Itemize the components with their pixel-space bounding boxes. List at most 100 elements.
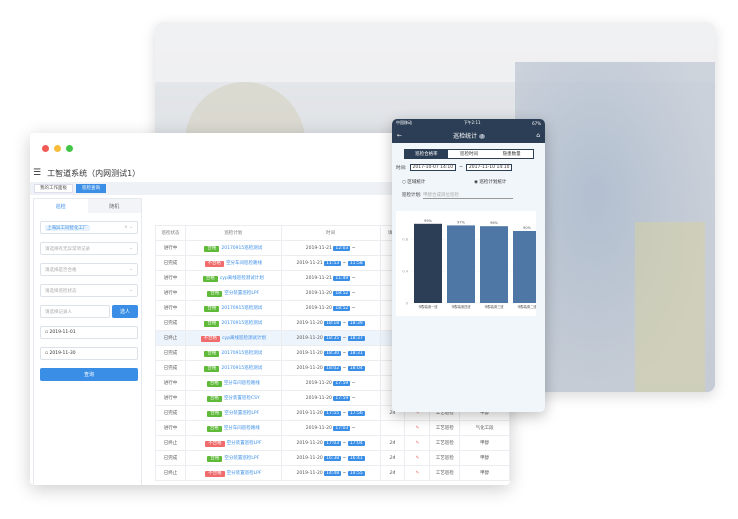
app-title: 工智道系统（内网测试1） <box>47 168 141 178</box>
tab-inspection[interactable]: 巡检 <box>34 199 88 213</box>
result-badge: 合格 <box>207 455 223 462</box>
time-cell: 2019-11-21 11:53 ~ 11:58 <box>280 255 381 271</box>
end-time: 18:04 <box>347 365 365 371</box>
edit-icon[interactable]: ✎ <box>404 435 431 451</box>
start-time: 18:02 <box>324 365 342 371</box>
edit-icon[interactable]: ✎ <box>404 450 431 466</box>
plan-link[interactable]: 20170915巡检测试 <box>221 245 263 251</box>
status-cell: 已完成 <box>155 360 186 376</box>
start-time: 18:35 <box>324 335 342 341</box>
start-time: 16:38 <box>324 455 342 461</box>
segment-hazards[interactable]: 隐患数量 <box>490 150 534 158</box>
radio-plan-stats[interactable]: ◉ 巡检计划统计 <box>474 180 507 185</box>
time-cell: 2019-11-20 16:38 ~ 16:41 <box>280 450 381 466</box>
result-badge: 合格 <box>204 305 220 312</box>
plan-cell: 合格 空分装置巡检CSY <box>184 390 282 406</box>
plan-cell: 合格 空分车间巡检路线 <box>184 420 282 436</box>
plan-link[interactable]: 空分装置巡检LPF <box>226 470 262 476</box>
table-row[interactable]: 已终止 不合格 空分装置巡检LPF 2019-11-20 17:03 ~ 17:0… <box>155 435 510 451</box>
end-time: 18:39 <box>347 320 365 326</box>
result-badge: 合格 <box>206 395 222 402</box>
edit-icon[interactable]: ✎ <box>404 420 431 436</box>
edit-icon[interactable]: ✎ <box>404 465 431 481</box>
plan-link[interactable]: 空分装置巡检LPF <box>224 455 260 461</box>
result-badge: 不合格 <box>200 335 221 342</box>
plan-link[interactable]: cyp离线巡检测试计划 <box>222 335 267 341</box>
start-time: 11:49 <box>333 275 351 281</box>
fill-cell: 24 <box>379 465 406 481</box>
tab-workbench[interactable]: 我的工作面板 <box>34 184 73 193</box>
abnormal-select[interactable]: 请选择有无异常项记录 ⌄ <box>40 242 138 255</box>
minimize-dot[interactable] <box>54 145 61 152</box>
end-date-input[interactable]: ▫ 2019-11-30 <box>40 347 138 360</box>
plan-link[interactable]: 空分车间巡检路线 <box>223 425 260 431</box>
table-row[interactable]: 已完成 合格 空分装置巡检LPF 2019-11-20 16:38 ~ 16:41… <box>155 450 510 466</box>
plan-link[interactable]: 空分装置巡检CSY <box>223 395 260 401</box>
mobile-title: 巡检统计 <box>453 132 478 140</box>
recorder-input[interactable]: 请选择记录人 <box>40 305 110 318</box>
mobile-screen: 中国移动 下午2:11 67% ← 巡检统计 ? ⌂ 巡检合格率 巡检时间 隐患数量 时… <box>392 119 545 412</box>
plan-link[interactable]: 空分装置巡检LPF <box>224 410 260 416</box>
status-cell: 进行中 <box>155 390 186 406</box>
result-badge: 合格 <box>202 275 218 282</box>
bar-value-label: 99% <box>424 219 432 223</box>
plan-cell: 不合格 空分装置巡检LPF <box>184 435 282 451</box>
table-row[interactable]: 进行中 合格 空分车间巡检路线 2019-11-20 17:03 ~ ✎ 工艺巡检… <box>155 420 510 436</box>
type-cell: 工艺巡检 <box>429 420 461 436</box>
plan-cell: 合格 空分装置巡检LPF <box>184 450 282 466</box>
result-badge: 不合格 <box>205 440 225 447</box>
start-time-input[interactable]: 2017-10-07 14:10 <box>409 164 457 171</box>
start-time: 12:03 <box>333 245 351 251</box>
bar[interactable] <box>414 223 442 303</box>
bar[interactable] <box>480 226 508 303</box>
time-cell: 2019-11-20 17:59 ~ <box>280 375 381 391</box>
plan-link[interactable]: 空分车间巡检路线 <box>226 260 263 266</box>
select-person-button[interactable]: 选人 <box>112 305 138 318</box>
plan-link[interactable]: 20170915巡检测试 <box>221 365 263 371</box>
status-select[interactable]: 请选择巡检状态 ⌄ <box>40 284 138 297</box>
status-cell: 已完成 <box>155 315 186 331</box>
plan-link[interactable]: cyp离线巡检测试计划 <box>219 275 264 281</box>
help-icon[interactable]: ? <box>479 133 486 139</box>
query-button[interactable]: 查询 <box>40 368 138 381</box>
unit-cell: 甲醇 <box>459 450 510 466</box>
plan-link[interactable]: 20170915巡检测试 <box>221 320 263 326</box>
plan-link[interactable]: 空分装置巡检LPF <box>226 440 262 446</box>
plan-link[interactable]: 20170915巡检测试 <box>221 305 263 311</box>
back-arrow-icon[interactable]: ← <box>397 131 403 139</box>
time-cell: 2019-11-21 12:03 ~ <box>280 240 381 256</box>
radio-area-stats[interactable]: ○ 区域统计 <box>402 180 426 185</box>
qualified-select[interactable]: 请选择是否合格 ⌄ <box>40 263 138 276</box>
time-cell: 2019-11-20 14:48 ~ 14:55 <box>280 465 381 481</box>
x-tick-label: 甲醇装置四班 <box>451 304 471 309</box>
maximize-dot[interactable] <box>66 145 73 152</box>
segment-pass-rate[interactable]: 巡检合格率 <box>405 150 448 158</box>
end-time: 18:31 <box>347 350 365 356</box>
menu-icon[interactable]: ☰ <box>33 168 42 178</box>
plan-input[interactable]: 甲醇合成岗位巡检 <box>422 192 513 199</box>
plan-link[interactable]: 20170915巡检测试 <box>221 350 263 356</box>
factory-select[interactable]: 上海异工同智化工厂 × ⌄ <box>40 221 138 234</box>
status-cell: 进行中 <box>155 420 186 436</box>
plan-cell: 不合格 cyp离线巡检测试计划 <box>184 330 282 346</box>
plan-link[interactable]: 空分车间巡检路线 <box>223 380 260 386</box>
start-date-input[interactable]: ▫ 2019-11-01 <box>40 326 138 339</box>
status-cell: 已终止 <box>155 435 186 451</box>
time-cell: 2019-11-20 17:59 ~ <box>280 390 381 406</box>
plan-link[interactable]: 空分装置巡检LPF <box>224 290 260 296</box>
bar[interactable] <box>447 225 475 303</box>
end-time-input[interactable]: 2017-11-10 14:10 <box>465 164 513 171</box>
x-tick-label: 甲醇装置二班 <box>517 304 536 309</box>
home-icon[interactable]: ⌂ <box>536 131 540 139</box>
plan-cell: 合格 cyp离线巡检测试计划 <box>184 270 282 286</box>
bar[interactable] <box>513 231 536 303</box>
segment-time[interactable]: 巡检时间 <box>447 150 491 158</box>
start-time: 18:52 <box>333 290 351 296</box>
tab-random[interactable]: 随机 <box>87 199 141 213</box>
close-dot[interactable] <box>42 145 49 152</box>
table-row[interactable]: 已终止 不合格 空分装置巡检LPF 2019-11-20 14:48 ~ 14:5… <box>155 465 510 481</box>
tab-inspection-query[interactable]: 巡检查询 <box>76 184 106 193</box>
unit-cell: 甲醇 <box>459 465 510 481</box>
status-bar: 中国移动 下午2:11 67% <box>392 119 545 127</box>
start-time: 17:59 <box>333 380 351 386</box>
